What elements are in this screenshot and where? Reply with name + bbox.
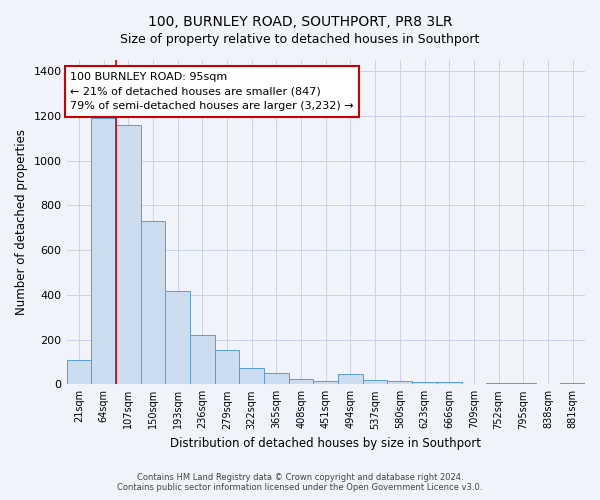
Bar	[388, 381, 412, 384]
Bar	[511, 383, 536, 384]
Bar	[486, 382, 511, 384]
Bar	[289, 378, 313, 384]
Bar	[67, 360, 91, 384]
Bar	[560, 382, 585, 384]
Bar	[239, 368, 264, 384]
Bar	[412, 382, 437, 384]
Y-axis label: Number of detached properties: Number of detached properties	[15, 129, 28, 315]
Bar	[437, 382, 461, 384]
Text: Contains HM Land Registry data © Crown copyright and database right 2024.
Contai: Contains HM Land Registry data © Crown c…	[118, 473, 482, 492]
Bar	[338, 374, 363, 384]
Text: 100 BURNLEY ROAD: 95sqm
← 21% of detached houses are smaller (847)
79% of semi-d: 100 BURNLEY ROAD: 95sqm ← 21% of detache…	[70, 72, 354, 111]
Bar	[165, 292, 190, 384]
Bar	[116, 125, 140, 384]
Text: 100, BURNLEY ROAD, SOUTHPORT, PR8 3LR: 100, BURNLEY ROAD, SOUTHPORT, PR8 3LR	[148, 15, 452, 29]
Bar	[91, 118, 116, 384]
Bar	[140, 221, 165, 384]
Bar	[264, 373, 289, 384]
X-axis label: Distribution of detached houses by size in Southport: Distribution of detached houses by size …	[170, 437, 481, 450]
Bar	[190, 335, 215, 384]
Bar	[215, 350, 239, 384]
Bar	[363, 380, 388, 384]
Bar	[313, 381, 338, 384]
Text: Size of property relative to detached houses in Southport: Size of property relative to detached ho…	[121, 32, 479, 46]
